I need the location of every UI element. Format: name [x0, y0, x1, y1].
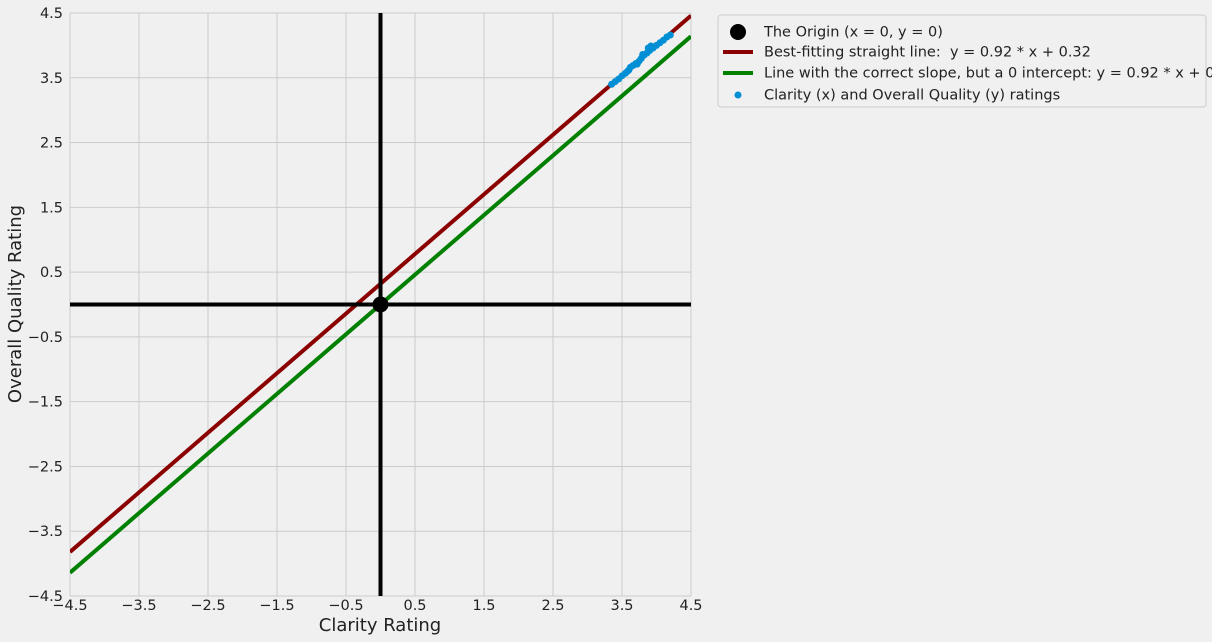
- x-tick-label: −4.5: [52, 598, 87, 614]
- data-point: [666, 31, 674, 39]
- y-tick-label: −3.5: [28, 524, 63, 540]
- data-point: [647, 42, 655, 50]
- x-tick-label: 1.5: [472, 598, 495, 614]
- y-tick-labels: −4.5 −3.5 −2.5 −1.5 −0.5 0.5 1.5 2.5 3.5 4.5: [28, 6, 63, 605]
- legend-zero-intercept-label: Line with the correct slope, but a 0 int…: [764, 66, 1212, 82]
- y-tick-label: −4.5: [28, 589, 63, 605]
- y-tick-label: 0.5: [40, 265, 63, 281]
- y-tick-label: 3.5: [40, 71, 63, 87]
- scatter-points: [372, 31, 674, 313]
- x-tick-label: 3.5: [610, 598, 633, 614]
- data-point: [624, 67, 632, 75]
- legend-frame: [717, 14, 1207, 108]
- origin-marker: [372, 296, 389, 313]
- legend: The Origin (x = 0, y = 0) Best-fitting s…: [717, 14, 1212, 108]
- legend-best-fit-label: Best-fitting straight line: y = 0.92 * x…: [764, 45, 1091, 61]
- x-tick-labels: −4.5 −3.5 −2.5 −1.5 −0.5 0.5 1.5 2.5 3.5 4.5: [52, 598, 702, 614]
- y-tick-label: −2.5: [28, 459, 63, 475]
- x-axis-label: Clarity Rating: [319, 615, 441, 636]
- x-tick-label: 2.5: [541, 598, 564, 614]
- y-axis-label: Overall Quality Rating: [5, 205, 26, 403]
- y-tick-label: −1.5: [28, 395, 63, 411]
- x-tick-label: 0.5: [403, 598, 426, 614]
- x-tick-label: 4.5: [679, 598, 702, 614]
- x-tick-label: −3.5: [121, 598, 156, 614]
- x-tick-label: −2.5: [190, 598, 225, 614]
- legend-origin-marker: [730, 24, 746, 40]
- legend-origin-label: The Origin (x = 0, y = 0): [763, 25, 943, 41]
- y-tick-label: 4.5: [40, 6, 63, 22]
- legend-scatter-label: Clarity (x) and Overall Quality (y) rati…: [764, 88, 1060, 104]
- y-tick-label: 2.5: [40, 136, 63, 152]
- y-tick-label: 1.5: [40, 200, 63, 216]
- legend-scatter-marker: [734, 91, 742, 99]
- data-point: [633, 60, 641, 68]
- y-tick-label: −0.5: [28, 330, 63, 346]
- data-point: [639, 50, 647, 58]
- x-tick-label: −1.5: [259, 598, 294, 614]
- x-tick-label: −0.5: [328, 598, 363, 614]
